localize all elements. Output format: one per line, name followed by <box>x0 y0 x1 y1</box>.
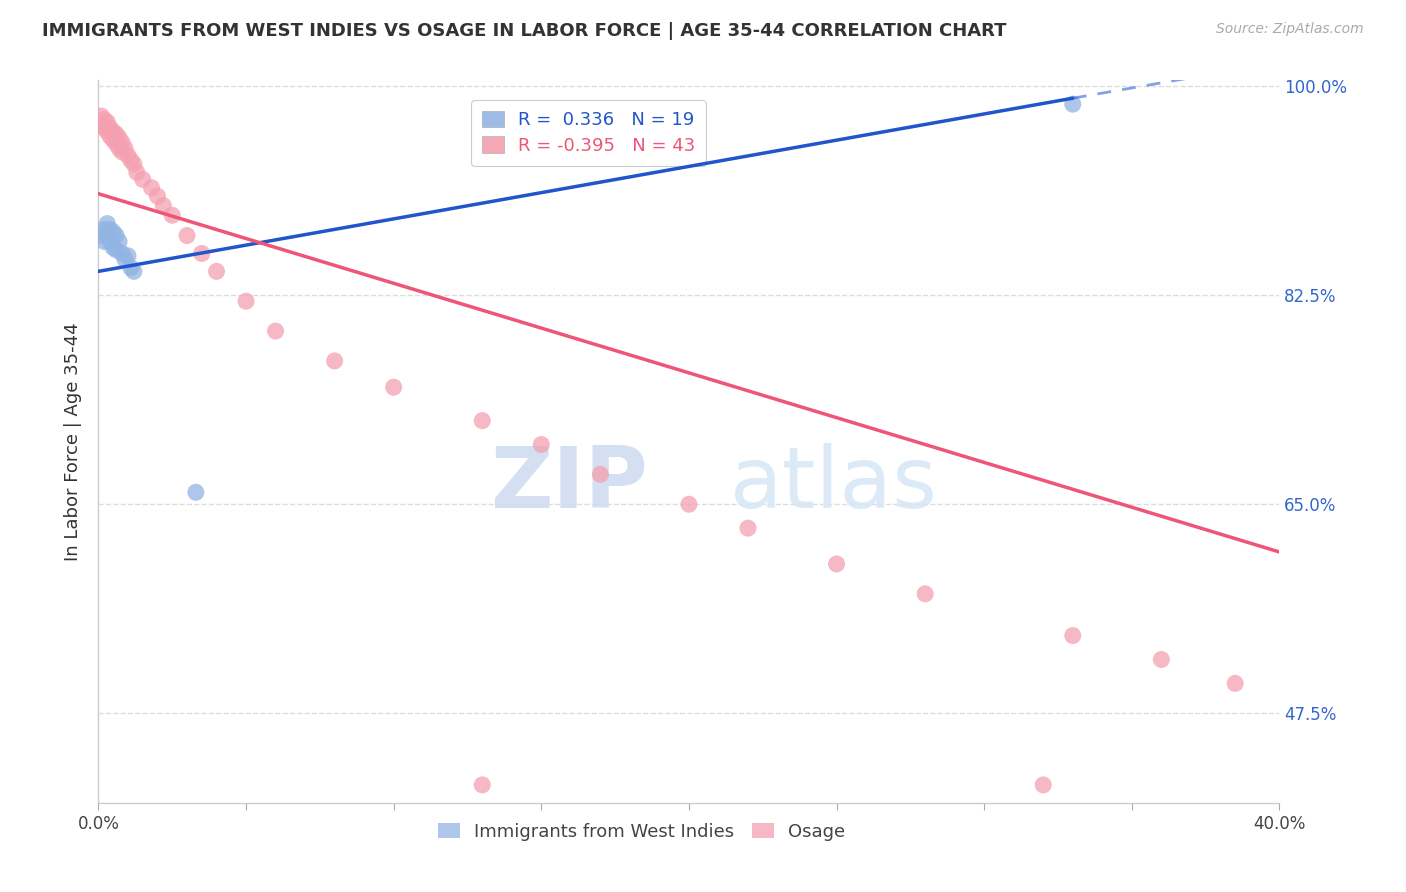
Point <box>323 354 346 368</box>
Point <box>122 264 145 278</box>
Point <box>264 324 287 338</box>
Point <box>108 235 131 249</box>
Point <box>114 141 136 155</box>
Point <box>162 208 183 222</box>
Point <box>111 136 134 150</box>
Point <box>96 115 118 129</box>
Point <box>98 235 121 249</box>
Point <box>1225 676 1247 690</box>
Point <box>114 252 136 267</box>
Point <box>120 260 142 275</box>
Point <box>176 228 198 243</box>
Text: IMMIGRANTS FROM WEST INDIES VS OSAGE IN LABOR FORCE | AGE 35-44 CORRELATION CHAR: IMMIGRANTS FROM WEST INDIES VS OSAGE IN … <box>42 22 1007 40</box>
Point <box>108 141 131 155</box>
Point <box>98 222 121 236</box>
Point <box>93 112 115 127</box>
Point <box>589 467 612 482</box>
Point <box>1062 629 1084 643</box>
Point <box>111 246 134 260</box>
Point <box>117 249 139 263</box>
Point <box>132 172 155 186</box>
Y-axis label: In Labor Force | Age 35-44: In Labor Force | Age 35-44 <box>63 322 82 561</box>
Point <box>471 778 494 792</box>
Point <box>235 294 257 309</box>
Point <box>191 246 214 260</box>
Point <box>93 121 115 136</box>
Point <box>93 235 115 249</box>
Point <box>105 243 128 257</box>
Text: ZIP: ZIP <box>489 443 648 526</box>
Point <box>96 217 118 231</box>
Point <box>96 228 118 243</box>
Point <box>120 153 142 168</box>
Point <box>117 148 139 162</box>
Point <box>122 157 145 171</box>
Point <box>1150 652 1173 666</box>
Point <box>105 228 128 243</box>
Point <box>111 145 134 159</box>
Point <box>1062 97 1084 112</box>
Point <box>678 497 700 511</box>
Point <box>914 587 936 601</box>
Point <box>105 136 128 151</box>
Point <box>825 557 848 571</box>
Text: atlas: atlas <box>730 443 938 526</box>
Point <box>205 264 228 278</box>
Point <box>382 380 405 394</box>
Point <box>105 127 128 141</box>
Point <box>125 165 148 179</box>
Point <box>152 199 174 213</box>
Point <box>471 414 494 428</box>
Point <box>103 225 125 239</box>
Point <box>98 121 121 136</box>
Point <box>96 125 118 139</box>
Point <box>184 485 207 500</box>
Point <box>90 109 112 123</box>
Text: Source: ZipAtlas.com: Source: ZipAtlas.com <box>1216 22 1364 37</box>
Point <box>1032 778 1054 792</box>
Point <box>146 189 169 203</box>
Point <box>93 222 115 236</box>
Legend: Immigrants from West Indies, Osage: Immigrants from West Indies, Osage <box>430 815 852 848</box>
Point <box>90 118 112 132</box>
Point <box>141 180 163 194</box>
Point <box>90 228 112 243</box>
Point <box>103 240 125 254</box>
Point <box>98 129 121 144</box>
Point <box>103 125 125 139</box>
Point <box>530 437 553 451</box>
Point <box>103 133 125 147</box>
Point <box>108 130 131 145</box>
Point <box>737 521 759 535</box>
